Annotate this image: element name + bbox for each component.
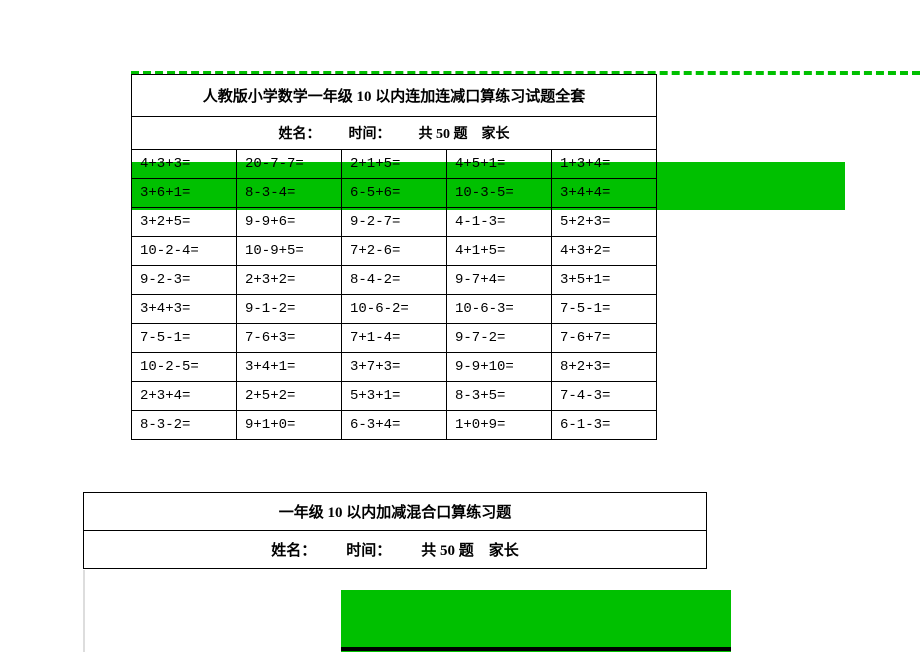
math-cell: 3+4+3=	[132, 295, 237, 324]
math-cell: 4-1-3=	[447, 208, 552, 237]
math-cell: 7-6+3=	[237, 324, 342, 353]
info2-total-suffix: 题	[455, 543, 474, 559]
math-cell: 4+1+5=	[447, 237, 552, 266]
info2-time-label: 时间：	[346, 543, 391, 559]
title-row: 人教版小学数学一年级 10 以内连加连减口算练习试题全套	[132, 75, 657, 117]
math-cell: 8-3-2=	[132, 411, 237, 440]
black-underline-bottom	[341, 647, 731, 651]
title-suffix: 以内连加连减口算练习试题全套	[372, 89, 586, 105]
info2-parent-label: 家长	[489, 543, 519, 559]
table-row: 9-2-3=2+3+2=8-4-2=9-7+4=3+5+1=	[132, 266, 657, 295]
math-cell: 6-5+6=	[342, 179, 447, 208]
math-cell: 8-3-4=	[237, 179, 342, 208]
info-total-prefix: 共	[419, 127, 437, 142]
math-cell: 10-2-4=	[132, 237, 237, 266]
math-cell: 7+2-6=	[342, 237, 447, 266]
info-row-2: 姓名： 时间： 共 50 题 家长	[84, 531, 707, 569]
math-cell: 10-3-5=	[447, 179, 552, 208]
math-cell: 9-2-7=	[342, 208, 447, 237]
math-cell: 9-9+6=	[237, 208, 342, 237]
table-row: 3+6+1=8-3-4=6-5+6=10-3-5=3+4+4=	[132, 179, 657, 208]
math-cell: 3+2+5=	[132, 208, 237, 237]
math-cell: 7-4-3=	[552, 382, 657, 411]
math-cell: 9-7+4=	[447, 266, 552, 295]
info2-total-prefix: 共	[421, 543, 440, 559]
math-cell: 9-1-2=	[237, 295, 342, 324]
title-prefix: 人教版小学数学一年级	[203, 89, 357, 105]
page-left-border	[83, 570, 85, 652]
math-cell: 9-7-2=	[447, 324, 552, 353]
math-cell: 10-2-5=	[132, 353, 237, 382]
worksheet-title-2: 一年级 10 以内加减混合口算练习题	[84, 493, 707, 531]
math-cell: 3+7+3=	[342, 353, 447, 382]
info-name-label: 姓名：	[279, 127, 321, 142]
worksheet-table-1: 人教版小学数学一年级 10 以内连加连减口算练习试题全套 姓名： 时间： 共 5…	[131, 74, 657, 440]
math-cell: 5+2+3=	[552, 208, 657, 237]
info-time-label: 时间：	[349, 127, 391, 142]
math-cell: 7-5-1=	[552, 295, 657, 324]
math-cell: 9-2-3=	[132, 266, 237, 295]
title-row-2: 一年级 10 以内加减混合口算练习题	[84, 493, 707, 531]
info-parent-label: 家长	[482, 127, 510, 142]
title2-suffix: 以内加减混合口算练习题	[343, 505, 512, 521]
table-row: 3+4+3=9-1-2=10-6-2=10-6-3=7-5-1=	[132, 295, 657, 324]
math-cell: 2+3+4=	[132, 382, 237, 411]
math-cell: 7-6+7=	[552, 324, 657, 353]
table-row: 2+3+4=2+5+2=5+3+1=8-3+5=7-4-3=	[132, 382, 657, 411]
math-cell: 10-6-3=	[447, 295, 552, 324]
math-cell: 6-3+4=	[342, 411, 447, 440]
math-cell: 3+4+4=	[552, 179, 657, 208]
math-cell: 6-1-3=	[552, 411, 657, 440]
math-cell: 3+4+1=	[237, 353, 342, 382]
green-highlight-bottom	[341, 590, 731, 652]
table-row: 3+2+5=9-9+6=9-2-7=4-1-3=5+2+3=	[132, 208, 657, 237]
math-cell: 10-6-2=	[342, 295, 447, 324]
math-cell: 2+5+2=	[237, 382, 342, 411]
math-cell: 8+2+3=	[552, 353, 657, 382]
worksheet-title: 人教版小学数学一年级 10 以内连加连减口算练习试题全套	[132, 75, 657, 117]
math-cell: 9-9+10=	[447, 353, 552, 382]
info-total-number: 50	[436, 127, 450, 142]
math-cell: 3+6+1=	[132, 179, 237, 208]
math-cell: 20-7-7=	[237, 150, 342, 179]
math-cell: 1+3+4=	[552, 150, 657, 179]
math-cell: 2+3+2=	[237, 266, 342, 295]
table-row: 10-2-4=10-9+5=7+2-6=4+1+5=4+3+2=	[132, 237, 657, 266]
math-cell: 4+3+2=	[552, 237, 657, 266]
math-cell: 7-5-1=	[132, 324, 237, 353]
math-cell: 9+1+0=	[237, 411, 342, 440]
math-cell: 8-3+5=	[447, 382, 552, 411]
info-row: 姓名： 时间： 共 50 题 家长	[132, 117, 657, 150]
math-cell: 3+5+1=	[552, 266, 657, 295]
title2-prefix: 一年级	[279, 505, 328, 521]
table-row: 4+3+3=20-7-7=2+1+5=4+5+1=1+3+4=	[132, 150, 657, 179]
table-row: 8-3-2=9+1+0=6-3+4=1+0+9=6-1-3=	[132, 411, 657, 440]
math-cell: 1+0+9=	[447, 411, 552, 440]
title2-number: 10	[328, 505, 343, 521]
info2-name-label: 姓名：	[271, 543, 316, 559]
math-cell: 10-9+5=	[237, 237, 342, 266]
math-cell: 4+3+3=	[132, 150, 237, 179]
math-cell: 2+1+5=	[342, 150, 447, 179]
table-row: 10-2-5=3+4+1=3+7+3=9-9+10=8+2+3=	[132, 353, 657, 382]
info2-total-number: 50	[440, 543, 455, 559]
info-total-suffix: 题	[450, 127, 468, 142]
math-cell: 4+5+1=	[447, 150, 552, 179]
table-row: 7-5-1=7-6+3=7+1-4=9-7-2=7-6+7=	[132, 324, 657, 353]
math-cell: 5+3+1=	[342, 382, 447, 411]
title-number: 10	[357, 89, 372, 105]
math-cell: 7+1-4=	[342, 324, 447, 353]
worksheet-table-2: 一年级 10 以内加减混合口算练习题 姓名： 时间： 共 50 题 家长	[83, 492, 707, 569]
info-cell-2: 姓名： 时间： 共 50 题 家长	[84, 531, 707, 569]
math-cell: 8-4-2=	[342, 266, 447, 295]
info-cell: 姓名： 时间： 共 50 题 家长	[132, 117, 657, 150]
